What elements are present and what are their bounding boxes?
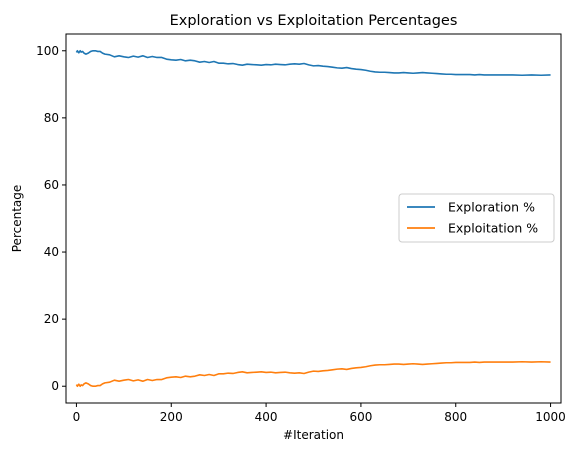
plot-frame [65,33,562,404]
y-tick-label: 80 [44,111,59,125]
y-tick-label: 60 [44,178,59,192]
x-tick-label: 1000 [535,410,566,424]
series-layer [75,49,551,388]
y-axis: 0 20 40 60 80 100 [36,44,66,393]
y-tick-label: 20 [44,312,59,326]
x-axis-label: #Iteration [283,428,344,442]
legend: Exploration % Exploitation % [398,193,555,243]
x-tick-label: 200 [160,410,183,424]
x-axis: 0 200 400 600 800 1000 [73,403,566,424]
x-tick-label: 400 [255,410,278,424]
legend-entry: Exploitation % [448,221,538,236]
y-tick-label: 40 [44,245,59,259]
y-axis-label: Percentage [10,185,24,253]
y-tick-label: 0 [51,379,59,393]
x-tick-label: 800 [444,410,467,424]
legend-entry: Exploration % [448,200,535,215]
series-line-exploitation [75,360,551,388]
x-tick-label: 0 [73,410,81,424]
legend-box [398,193,555,243]
series-line-exploration [75,49,551,77]
chart-title: Exploration vs Exploitation Percentages [170,13,458,29]
x-tick-label: 600 [349,410,372,424]
y-tick-label: 100 [36,44,59,58]
